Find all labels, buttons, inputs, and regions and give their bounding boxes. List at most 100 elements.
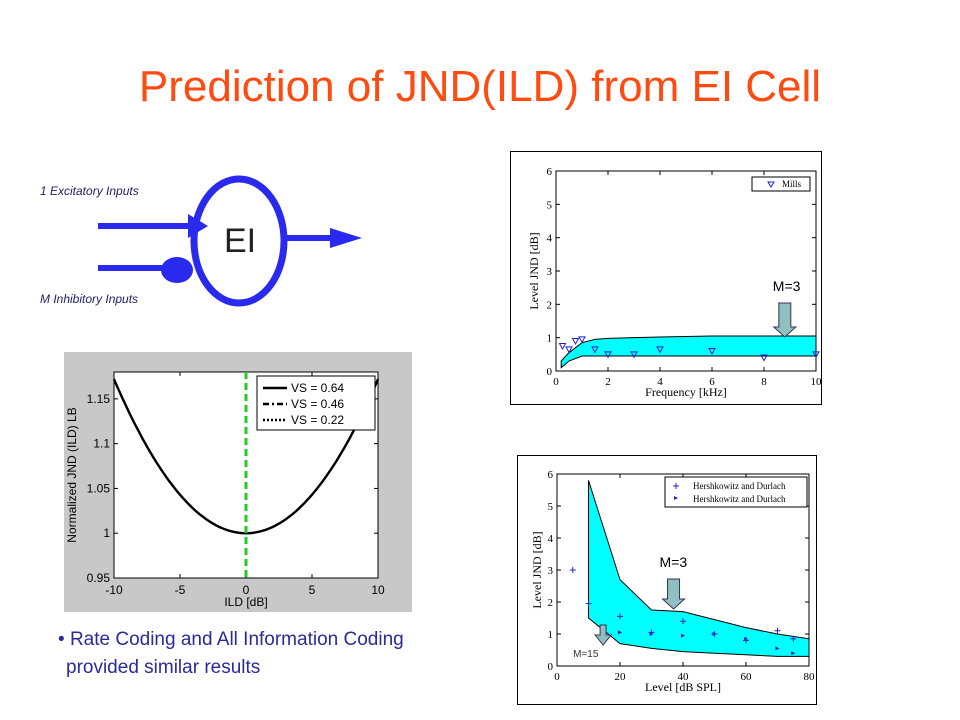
hd-plus-point xyxy=(790,635,797,642)
excitatory-inputs-label: 1 Excitatory Inputs xyxy=(40,184,139,198)
m3-annotation-label: M=3 xyxy=(773,278,801,294)
legend-label-1: Hershkowitz and Durlach xyxy=(693,481,786,491)
level-jnd-chart: 0 20 40 60 80 0 1 2 3 4 5 6 Level [dB SPL] Level JND … xyxy=(517,455,817,705)
mills-data-point xyxy=(656,346,664,354)
bullet-line-2: provided similar results xyxy=(66,657,261,678)
legend-label-2: Hershkowitz and Durlach xyxy=(693,494,786,504)
hd-triangle-point xyxy=(618,630,622,635)
mills-data-point xyxy=(565,346,573,354)
y-tick-label: 6 xyxy=(548,469,554,481)
bullet-text-line-1: Rate Coding and All Information Coding xyxy=(69,629,404,650)
x-tick-label: 6 xyxy=(709,376,715,388)
legend-marker-plus xyxy=(673,483,679,489)
y-tick-label: 3 xyxy=(548,565,554,577)
ild-jnd-chart: -10 -5 0 5 10 0.95 1 1.05 1.1 1.15 ILD [dB] Normali… xyxy=(64,352,412,612)
y-tick-label: 2 xyxy=(547,299,553,311)
x-tick-label: 0 xyxy=(554,671,560,683)
legend-label: Mills xyxy=(782,179,802,189)
bullet-line-1: • Rate Coding and All Information Coding xyxy=(58,629,404,650)
m3-annotation-label: M=3 xyxy=(660,554,688,570)
y-tick-label: 6 xyxy=(547,166,553,178)
mills-data-point xyxy=(760,354,768,362)
hd-triangle-point xyxy=(744,636,748,641)
y-tick-label: 1.1 xyxy=(93,437,110,451)
ei-cell-drawing xyxy=(98,175,362,307)
legend-label-3: VS = 0.22 xyxy=(291,413,344,427)
legend-box xyxy=(751,176,811,192)
x-tick-label: 40 xyxy=(678,671,690,683)
hd-plus-point xyxy=(617,613,623,620)
slide-title: Prediction of JND(ILD) from EI Cell xyxy=(138,62,822,111)
x-tick-label: 8 xyxy=(761,376,767,388)
hd-plus-point xyxy=(680,618,686,625)
y-tick-label: 1 xyxy=(103,526,110,540)
bullet-point: • Rate Coding and All Information Coding… xyxy=(58,626,404,682)
x-tick-label: -5 xyxy=(175,583,186,597)
m15-arrow xyxy=(594,624,613,646)
prediction-band xyxy=(588,480,810,657)
y-tick-label: 1 xyxy=(548,629,554,641)
y-axis-label: Level JND [dB] xyxy=(530,531,544,608)
ei-cell-label: EI xyxy=(223,222,257,260)
x-tick-label: 5 xyxy=(309,583,316,597)
mills-data-point xyxy=(812,351,820,359)
y-tick-label: 0 xyxy=(547,366,553,378)
y-axis-label: Normalized JND (ILD) LB xyxy=(65,407,79,542)
y-tick-label: 1 xyxy=(547,333,553,345)
x-tick-label: 4 xyxy=(657,376,663,388)
legend-label-1: VS = 0.64 xyxy=(291,381,344,395)
y-axis-label: Level JND [dB] xyxy=(527,232,541,309)
y-tick-label: 1.15 xyxy=(87,392,111,406)
ei-cell-diagram: 1 Excitatory Inputs M Inhibitory Inputs … xyxy=(40,170,380,320)
y-tick-label: 5 xyxy=(547,199,553,211)
hd-plus-point xyxy=(774,627,781,634)
hd-triangle-point xyxy=(649,632,654,636)
legend-marker-triangle xyxy=(674,496,678,500)
inhibitory-inputs-label: M Inhibitory Inputs xyxy=(40,292,139,306)
y-tick-label: 1.05 xyxy=(87,481,111,495)
mills-data-point xyxy=(604,351,612,359)
legend-marker xyxy=(767,181,775,188)
m15-annotation-label: M=15 xyxy=(573,649,599,660)
x-tick-label: 0 xyxy=(553,376,559,388)
x-tick-label: 10 xyxy=(371,583,385,597)
hd-triangle-point xyxy=(681,633,685,638)
prediction-band xyxy=(560,335,817,369)
series-line-3 xyxy=(113,378,379,534)
x-tick-label: 10 xyxy=(811,376,823,388)
y-tick-label: 2 xyxy=(548,597,554,609)
hd-triangle-point xyxy=(775,646,780,651)
y-tick-label: 4 xyxy=(548,533,554,545)
hd-plus-point xyxy=(585,600,592,607)
x-axis-label: Level [dB SPL] xyxy=(645,680,721,694)
mills-data-point xyxy=(578,336,586,344)
output-arrowhead xyxy=(330,228,362,248)
mills-data-point xyxy=(558,343,567,351)
x-axis-label: Frequency [kHz] xyxy=(645,385,727,399)
mills-data-point xyxy=(591,346,599,354)
y-tick-label: 5 xyxy=(548,501,554,513)
x-tick-label: -10 xyxy=(105,583,123,597)
y-tick-label: 3 xyxy=(547,266,553,278)
m3-arrow xyxy=(772,302,798,338)
hd-triangle-point xyxy=(712,632,717,636)
y-tick-label: 0 xyxy=(548,661,554,673)
legend-label-2: VS = 0.46 xyxy=(291,397,344,411)
x-axis-label: ILD [dB] xyxy=(224,595,267,609)
x-tick-label: 80 xyxy=(804,671,816,683)
legend-box xyxy=(664,476,808,508)
m3-arrow xyxy=(661,578,686,610)
x-tick-label: 60 xyxy=(741,671,753,683)
mills-data-point xyxy=(571,338,580,346)
x-tick-label: 20 xyxy=(615,671,627,683)
hd-triangle-point xyxy=(791,651,796,656)
inhibitory-synapse-blob xyxy=(161,257,193,283)
y-tick-label: 4 xyxy=(547,233,553,245)
x-tick-label: 0 xyxy=(243,583,250,597)
hd-plus-point xyxy=(569,567,576,573)
y-tick-label: 0.95 xyxy=(87,571,111,585)
mills-data-point xyxy=(630,351,638,359)
mills-data-point xyxy=(708,348,716,356)
x-tick-label: 2 xyxy=(605,376,611,388)
